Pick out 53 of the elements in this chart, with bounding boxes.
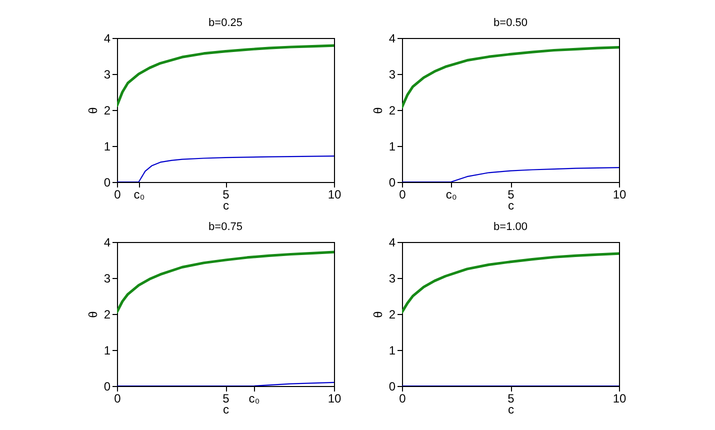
line-series [117, 250, 334, 314]
x-tick-label: 10 [612, 188, 626, 202]
x-tick-label: 5 [222, 392, 230, 406]
line-series [117, 156, 334, 182]
y-tick-label: 1 [104, 344, 111, 358]
chart-title: b=0.75 [208, 221, 242, 233]
chart-title: b=0.25 [208, 17, 242, 29]
x-tick-label: 0 [399, 392, 406, 406]
line-series [402, 46, 619, 108]
y-axis-title: θ [370, 106, 385, 114]
line-series [402, 252, 619, 314]
y-tick-label: 0 [104, 380, 111, 394]
x-tick-label: 0 [399, 188, 406, 202]
y-tick-label: 1 [388, 140, 396, 154]
y-tick-label: 3 [388, 68, 396, 82]
y-axis-title: θ [370, 310, 385, 318]
y-tick-label: 1 [388, 344, 396, 358]
x-tick-label: 5 [508, 188, 515, 202]
line-series [402, 167, 619, 182]
x-axis-title: c [223, 198, 229, 212]
chart-title: b=0.50 [494, 17, 528, 29]
y-tick-label: 2 [104, 104, 111, 118]
x-axis-title: c [508, 198, 514, 212]
y-tick-label: 3 [388, 272, 396, 286]
x-tick-label: c₀ [134, 188, 145, 202]
y-tick-label: 2 [104, 308, 111, 322]
x-tick-label: 0 [114, 188, 122, 202]
y-tick-label: 0 [388, 176, 396, 190]
y-tick-label: 4 [388, 32, 396, 46]
y-tick-label: 4 [388, 236, 396, 250]
y-tick-label: 3 [104, 272, 111, 286]
y-tick-label: 3 [104, 68, 111, 82]
x-tick-label: 0 [114, 392, 122, 406]
y-tick-label: 2 [388, 104, 396, 118]
x-tick-label: 10 [328, 392, 342, 406]
y-tick-label: 0 [104, 176, 111, 190]
y-tick-label: 0 [388, 380, 396, 394]
y-tick-label: 1 [104, 140, 111, 154]
y-axis-title: θ [86, 310, 100, 318]
x-tick-label: 5 [508, 392, 515, 406]
y-tick-label: 4 [104, 32, 111, 46]
x-tick-label: c₀ [248, 392, 260, 406]
x-tick-label: 10 [328, 188, 342, 202]
chart-title: b=1.00 [494, 221, 528, 233]
x-axis-title: c [508, 402, 514, 416]
y-axis-title: θ [86, 106, 100, 114]
x-tick-label: c₀ [446, 188, 457, 202]
y-tick-label: 2 [388, 308, 396, 322]
x-tick-label: 10 [612, 392, 626, 406]
x-tick-label: 5 [222, 188, 230, 202]
y-tick-label: 4 [104, 236, 111, 250]
x-axis-title: c [223, 402, 229, 416]
line-series [117, 44, 334, 107]
